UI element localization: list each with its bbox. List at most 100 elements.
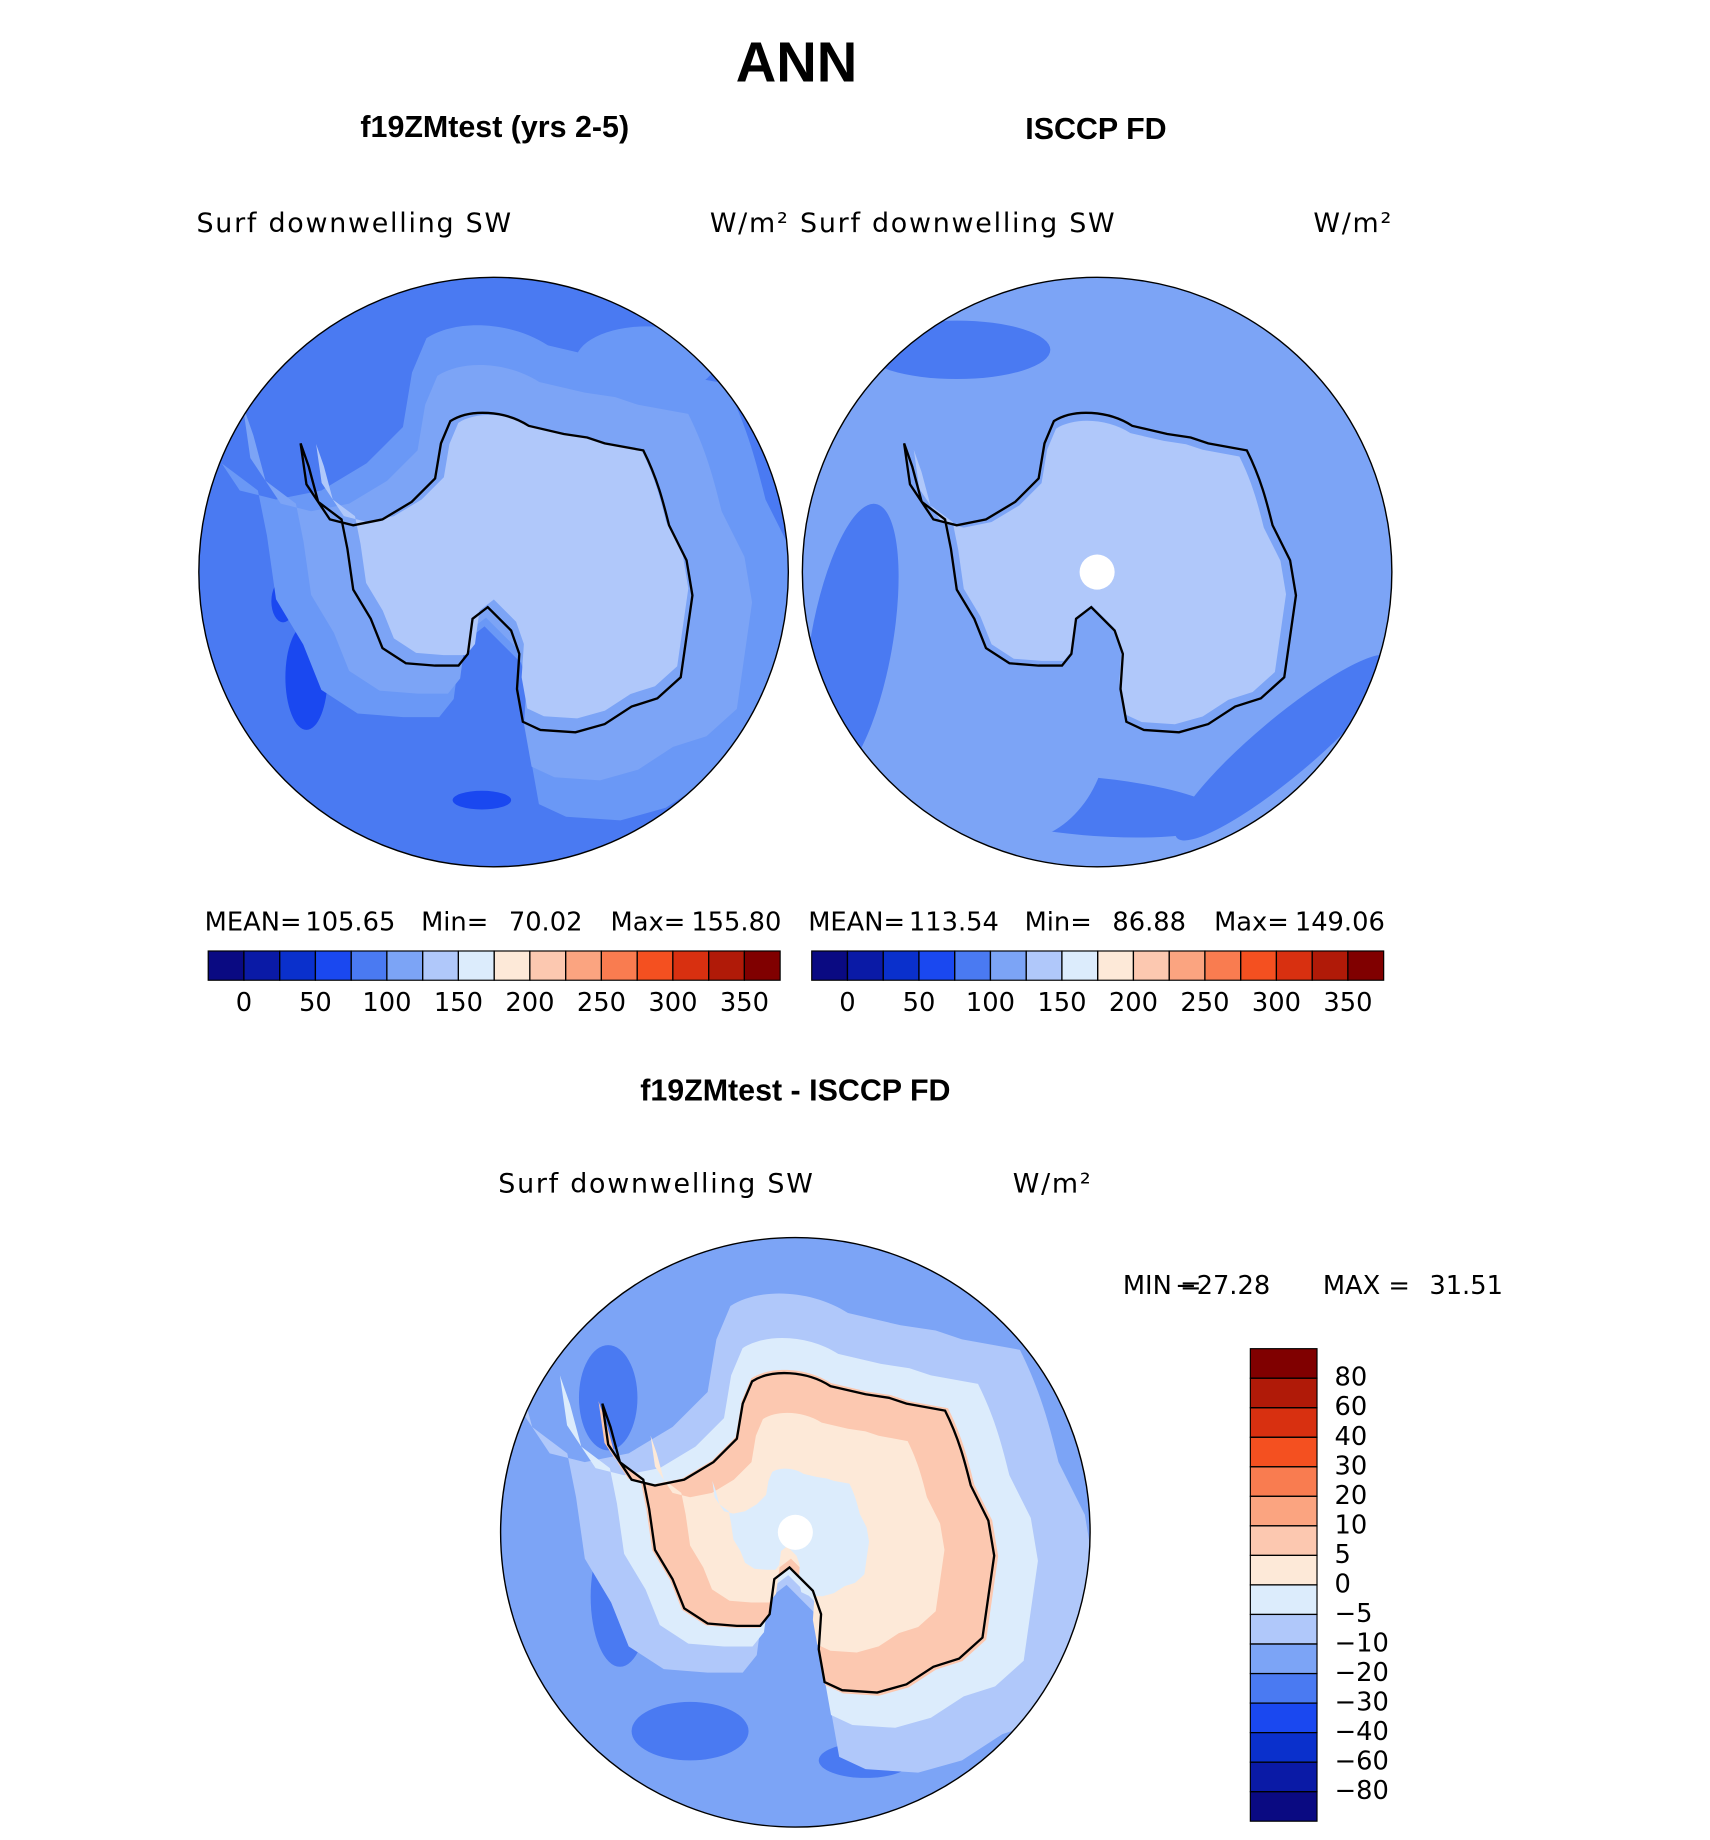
colorbar-box	[743, 950, 781, 981]
colorbar-tick-label: −80	[1335, 1776, 1389, 1806]
map	[500, 1237, 1091, 1828]
colorbar-tick-label: 0	[236, 988, 252, 1018]
colorbar-tick-label: 50	[903, 988, 936, 1018]
variable-label: Surf downwelling SW	[800, 208, 1116, 239]
colorbar-tick-label: −10	[1335, 1629, 1389, 1659]
colorbar-box	[989, 950, 1027, 981]
colorbar-box	[636, 950, 674, 981]
colorbar-tick-label: 200	[505, 988, 554, 1018]
colorbar-tick-label: 80	[1335, 1363, 1368, 1393]
colorbar-box	[672, 950, 710, 981]
panel-title: f19ZMtest - ISCCP FD	[640, 1074, 950, 1108]
colorbar-box	[457, 950, 495, 981]
colorbar-box	[1249, 1643, 1318, 1675]
colorbar-tick-label: 0	[1335, 1569, 1351, 1599]
colorbar-tick-label: 150	[434, 988, 483, 1018]
stat-label: Max=	[611, 907, 686, 937]
colorbar-tick-label: 5	[1335, 1540, 1351, 1570]
colorbar-box	[565, 950, 602, 981]
figure-title: ANN	[736, 31, 858, 94]
panel-title: ISCCP FD	[1025, 112, 1166, 146]
colorbar-box	[1061, 950, 1099, 981]
colorbar-tick-label: 350	[720, 988, 769, 1018]
colorbar-box	[1249, 1525, 1318, 1556]
colorbar-box	[422, 950, 460, 981]
colorbar-tick-label: −60	[1335, 1747, 1389, 1777]
colorbar-box	[1249, 1554, 1318, 1586]
colorbar-box	[1249, 1466, 1318, 1497]
colorbar-tick-label: 200	[1109, 988, 1158, 1018]
stat-label: Max=	[1214, 907, 1289, 937]
colorbar-tick-label: −30	[1335, 1688, 1389, 1718]
colorbar-box	[882, 950, 920, 981]
colorbar-tick-label: 0	[839, 988, 855, 1018]
missing-data	[777, 1514, 813, 1550]
colorbar-box	[243, 950, 281, 981]
colorbar-box	[207, 950, 245, 981]
colorbar-box	[1311, 950, 1349, 981]
contour-patch	[1175, 654, 1392, 841]
colorbar-box	[1025, 950, 1063, 981]
stat-label: Min=	[1025, 907, 1092, 937]
colorbar-box	[1249, 1613, 1318, 1645]
colorbar-box	[811, 950, 849, 981]
colorbar-box	[493, 950, 531, 981]
colorbar-box	[1249, 1672, 1318, 1704]
stat-value: 70.02	[509, 907, 583, 937]
colorbar-box	[1097, 950, 1135, 981]
colorbar-tick-label: 250	[577, 988, 626, 1018]
contour-region	[316, 414, 689, 719]
colorbar-box	[1249, 1436, 1318, 1468]
colorbar-tick-label: 40	[1335, 1422, 1368, 1452]
colorbar-tick-label: 300	[648, 988, 697, 1018]
colorbar-box	[1249, 1407, 1318, 1438]
colorbar-box	[1249, 1495, 1318, 1527]
colorbar-box	[1249, 1761, 1318, 1793]
colorbar-box	[954, 950, 992, 981]
colorbar-box	[600, 950, 638, 981]
colorbar-box	[1249, 1377, 1318, 1409]
colorbar-tick-label: 50	[299, 988, 332, 1018]
colorbar-box	[708, 950, 745, 981]
contour-patch	[578, 1345, 638, 1451]
stat-value: 105.65	[305, 907, 395, 937]
colorbar-box	[1168, 950, 1206, 981]
map-border	[801, 276, 1393, 868]
colorbar-box	[386, 950, 424, 981]
colorbar-tick-label: 20	[1335, 1481, 1368, 1511]
colorbar-tick-label: 300	[1252, 988, 1301, 1018]
stat-value: 113.54	[909, 907, 999, 937]
colorbar-box	[846, 950, 884, 981]
colorbar-box	[279, 950, 317, 981]
map-border	[499, 1236, 1091, 1828]
colorbar-tick-label: 30	[1335, 1451, 1368, 1481]
units-label: W/m²	[1313, 208, 1393, 239]
colorbar-tick-label: −5	[1335, 1599, 1373, 1629]
colorbar-box	[1249, 1348, 1318, 1379]
units-label: W/m²	[710, 208, 790, 239]
map	[802, 277, 1392, 867]
colorbar-box	[1132, 950, 1170, 981]
missing-data	[1079, 554, 1115, 590]
colorbar-tick-label: 150	[1037, 988, 1086, 1018]
stat-value: 149.06	[1295, 907, 1385, 937]
colorbar-box	[1249, 1702, 1318, 1734]
contour-patch	[452, 790, 512, 810]
contour-patch	[863, 320, 1051, 380]
stat-label: Min=	[421, 907, 488, 937]
stat-value: −27.28	[1175, 1271, 1270, 1301]
colorbar-box	[350, 950, 388, 981]
variable-label: Surf downwelling SW	[196, 208, 512, 239]
colorbar-box	[1249, 1732, 1318, 1763]
colorbar-tick-label: 100	[362, 988, 411, 1018]
colorbar-box	[1275, 950, 1313, 981]
contour-patch	[631, 1701, 749, 1761]
colorbar-tick-label: 100	[966, 988, 1015, 1018]
map	[198, 277, 789, 867]
variable-label: Surf downwelling SW	[498, 1168, 814, 1199]
colorbar-tick-label: 10	[1335, 1510, 1368, 1540]
coastline	[601, 1371, 996, 1694]
colorbar-box	[1249, 1791, 1318, 1822]
